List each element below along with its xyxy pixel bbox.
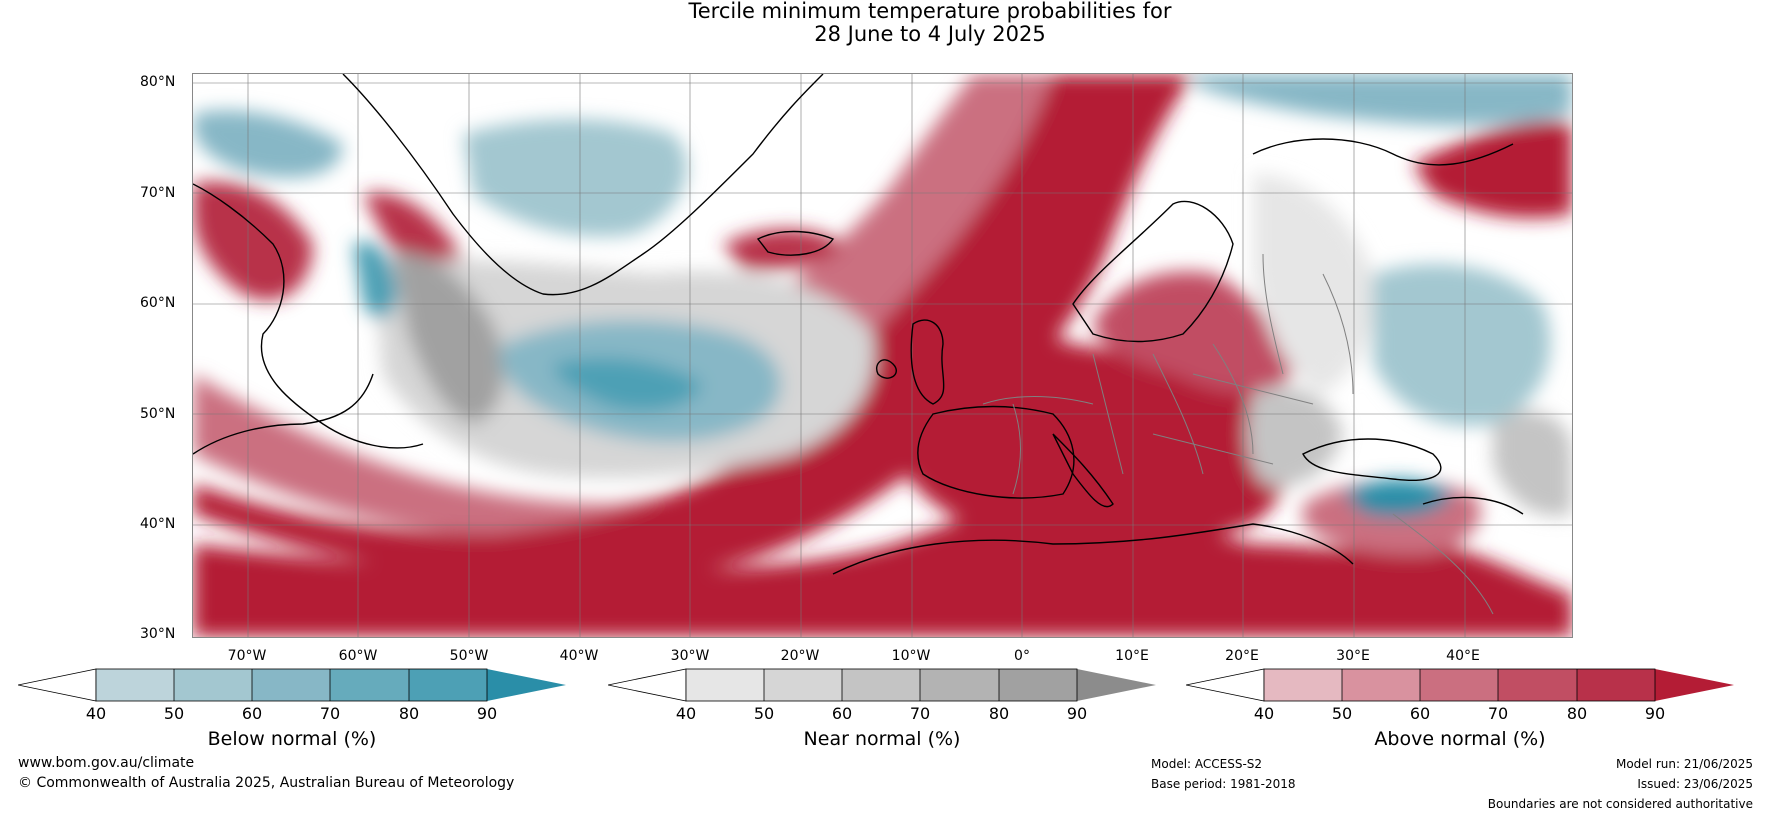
legend-above-extend-high [1655,669,1734,701]
legend-near-bin-50-60 [764,669,842,701]
lon-tick-20w: 20°W [780,648,820,664]
legend-near-bin-70-80 [920,669,999,701]
legend-near-tick: 60 [831,704,853,723]
footer-base-period: Base period: 1981-2018 [1151,777,1296,791]
lon-tick-30w: 30°W [670,648,710,664]
above-normal-region-europe [893,334,1295,548]
probability-map [192,73,1573,638]
lat-tick-80n: 80°N [140,74,176,90]
legend-above-bin-50-60 [1342,669,1420,701]
legend-above-extend-low [1185,668,1265,702]
legend-above-bin-40-50 [1264,669,1342,701]
lon-tick-50w: 50°W [449,648,489,664]
legend-above-tick: 60 [1409,704,1431,723]
below-normal-region-black-sea [1343,479,1453,518]
legend-below-extend-high [487,669,566,701]
near-normal-region-labrador-sea [393,252,504,424]
footer-issued: Issued: 23/06/2025 [1637,777,1753,791]
near-normal-region-east-europe [1253,174,1375,394]
above-normal-region-iceland [723,229,843,271]
legend-below-tick: 60 [241,704,263,723]
legend-above-bin-70-80 [1498,669,1577,701]
legend-below-tick: 40 [85,704,107,723]
legend-near-bin-80-90 [999,669,1077,701]
legend-near-extend-high [1077,669,1156,701]
lon-tick-60w: 60°W [338,648,378,664]
legend-above-tick: 70 [1487,704,1509,723]
legend-below-tick: 70 [319,704,341,723]
lon-tick-40e: 40°E [1446,648,1480,664]
lat-tick-50n: 50°N [140,406,176,422]
above-normal-region-south [193,494,1572,637]
lat-tick-40n: 40°N [140,516,176,532]
legend-near-tick: 50 [753,704,775,723]
legend-near-tick: 70 [909,704,931,723]
legend-near-bin-60-70 [842,669,920,701]
lat-tick-70n: 70°N [140,185,176,201]
legend-near-tick: 80 [988,704,1010,723]
legend-above-tick: 80 [1566,704,1588,723]
legend-above-bin-80-90 [1577,669,1655,701]
legend-above-tick: 40 [1253,704,1275,723]
near-normal-region-balkans [1246,386,1343,487]
legend-above-tick: 50 [1331,704,1353,723]
legend-near-normal [607,668,1158,708]
footer-copyright: © Commonwealth of Australia 2025, Austra… [18,775,515,791]
legend-below-bin-70-80 [330,669,409,701]
lon-tick-0: 0° [1014,648,1030,664]
legend-near-bin-40-50 [686,669,764,701]
above-normal-region-east [1413,121,1572,218]
legend-near-tick: 90 [1066,704,1088,723]
legend-above-label: Above normal (%) [1374,728,1546,750]
footer-model-run: Model run: 21/06/2025 [1615,757,1753,771]
footer-website: www.bom.gov.au/climate [18,755,195,771]
footer-disclaimer: Boundaries are not considered authoritat… [1487,797,1753,811]
map-title-line1: Tercile minimum temperature probabilitie… [688,0,1172,23]
above-normal-region-core [193,74,1193,578]
legend-below-normal [17,668,568,708]
legend-near-tick: 40 [675,704,697,723]
below-normal-region-baffin [193,110,343,178]
legend-below-bin-40-50 [96,669,174,701]
map-title-line2: 28 June to 4 July 2025 [814,22,1046,46]
legend-below-extend-low [17,668,97,702]
lon-tick-40w: 40°W [559,648,599,664]
above-normal-region-atlantic [193,74,1153,544]
legend-above-bin-60-70 [1420,669,1498,701]
graticule [193,74,1572,637]
near-normal-region-east-edge [1493,410,1572,516]
below-normal-region-greenland [463,119,688,237]
legend-below-bin-60-70 [252,669,330,701]
country-borders [982,253,1494,615]
legend-below-tick: 50 [163,704,185,723]
legend-above-tick: 90 [1644,704,1666,723]
legend-below-label: Below normal (%) [207,728,377,750]
coastlines [193,74,1524,575]
lon-tick-20e: 20°E [1225,648,1259,664]
below-normal-region-hudson [353,241,398,318]
lon-tick-70w: 70°W [227,648,267,664]
legend-above-normal [1185,668,1736,708]
lon-tick-30e: 30°E [1336,648,1370,664]
legend-below-bin-50-60 [174,669,252,701]
lon-tick-10e: 10°E [1115,648,1149,664]
legend-near-label: Near normal (%) [803,728,961,750]
legend-below-tick: 90 [476,704,498,723]
lat-tick-60n: 60°N [140,295,176,311]
legend-below-tick: 80 [398,704,420,723]
legend-near-extend-low [607,668,687,702]
footer-model: Model: ACCESS-S2 [1151,757,1263,771]
lat-tick-30n: 30°N [140,626,176,642]
below-normal-region-arctic [1193,74,1572,126]
legend-below-bin-80-90 [409,669,487,701]
below-normal-region-mid-atlantic-core [553,357,703,412]
below-normal-region-russia [1373,264,1551,426]
lon-tick-10w: 10°W [891,648,931,664]
